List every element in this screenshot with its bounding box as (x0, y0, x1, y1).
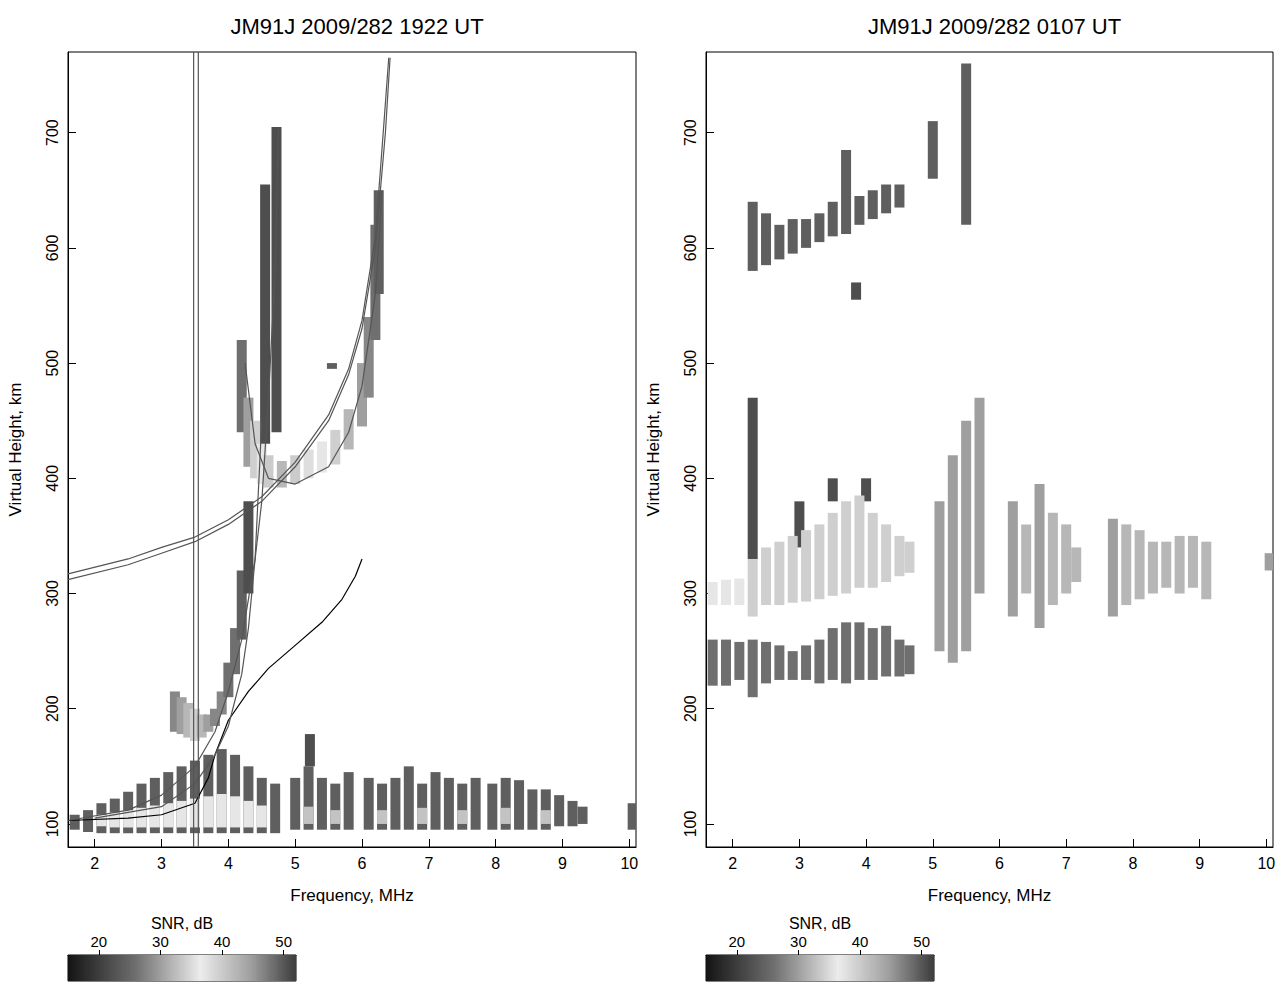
svg-text:50: 50 (913, 933, 930, 950)
svg-text:6: 6 (995, 855, 1004, 872)
svg-text:7: 7 (424, 855, 433, 872)
svg-text:9: 9 (558, 855, 567, 872)
svg-text:100: 100 (682, 811, 699, 838)
svg-text:400: 400 (682, 465, 699, 492)
svg-text:100: 100 (44, 811, 61, 838)
svg-text:200: 200 (44, 695, 61, 722)
svg-text:3: 3 (795, 855, 804, 872)
svg-text:300: 300 (682, 580, 699, 607)
svg-text:500: 500 (44, 350, 61, 377)
svg-text:Frequency, MHz: Frequency, MHz (290, 886, 413, 905)
svg-text:600: 600 (682, 234, 699, 261)
svg-text:SNR, dB: SNR, dB (151, 915, 213, 932)
svg-text:3: 3 (157, 855, 166, 872)
svg-text:50: 50 (275, 933, 292, 950)
svg-text:300: 300 (44, 580, 61, 607)
svg-text:700: 700 (44, 119, 61, 146)
svg-text:7: 7 (1062, 855, 1071, 872)
svg-text:500: 500 (682, 350, 699, 377)
svg-text:20: 20 (728, 933, 745, 950)
svg-text:4: 4 (224, 855, 233, 872)
svg-text:40: 40 (852, 933, 869, 950)
svg-text:20: 20 (90, 933, 107, 950)
svg-text:700: 700 (682, 119, 699, 146)
svg-text:30: 30 (790, 933, 807, 950)
svg-text:JM91J 2009/282 0107 UT: JM91J 2009/282 0107 UT (868, 14, 1121, 39)
svg-text:200: 200 (682, 695, 699, 722)
svg-text:JM91J 2009/282 1922 UT: JM91J 2009/282 1922 UT (230, 14, 483, 39)
svg-text:5: 5 (928, 855, 937, 872)
svg-text:6: 6 (358, 855, 367, 872)
svg-text:4: 4 (862, 855, 871, 872)
svg-text:400: 400 (44, 465, 61, 492)
svg-text:10: 10 (620, 855, 638, 872)
svg-text:SNR, dB: SNR, dB (789, 915, 851, 932)
svg-text:2: 2 (728, 855, 737, 872)
svg-text:600: 600 (44, 234, 61, 261)
svg-text:Virtual Height, km: Virtual Height, km (6, 383, 25, 517)
svg-text:9: 9 (1195, 855, 1204, 872)
svg-text:30: 30 (152, 933, 169, 950)
svg-text:10: 10 (1257, 855, 1275, 872)
svg-text:8: 8 (491, 855, 500, 872)
svg-text:2: 2 (90, 855, 99, 872)
svg-text:Virtual Height, km: Virtual Height, km (644, 383, 663, 517)
svg-text:5: 5 (291, 855, 300, 872)
svg-text:Frequency, MHz: Frequency, MHz (928, 886, 1051, 905)
svg-text:8: 8 (1128, 855, 1137, 872)
svg-text:40: 40 (214, 933, 231, 950)
